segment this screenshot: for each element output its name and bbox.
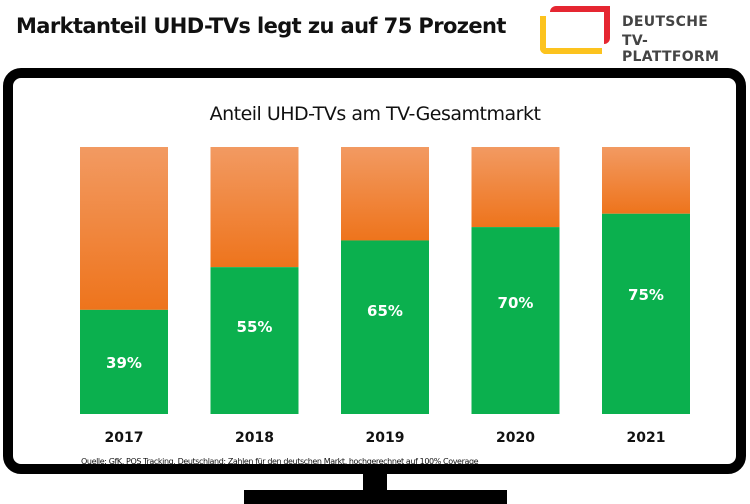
x-tick-label-2019: 2019 (366, 430, 405, 446)
bar-uhd-2018 (210, 267, 299, 414)
tv-frame (3, 68, 746, 474)
data-label-2018: 55% (237, 318, 273, 336)
source-note: Quelle: GfK, POS Tracking, Deutschland; … (81, 457, 479, 466)
data-label-2020: 70% (498, 294, 534, 312)
x-tick-label-2020: 2020 (496, 430, 535, 446)
bar-rest-2020 (471, 147, 560, 228)
logo-line-1: DEUTSCHE (622, 14, 709, 30)
x-tick-label-2021: 2021 (627, 430, 666, 446)
deutsche-tv-plattform-logo: DEUTSCHE TV-PLATTFORM (540, 6, 740, 65)
bar-uhd-2017 (80, 309, 168, 414)
chart-title: Anteil UHD-TVs am TV-Gesamtmarkt (209, 103, 541, 125)
bar-uhd-2019 (341, 240, 429, 414)
bar-rest-2018 (210, 147, 299, 268)
data-label-2021: 75% (628, 286, 664, 304)
bar-uhd-2021 (602, 213, 690, 414)
data-label-2019: 65% (367, 302, 403, 320)
x-tick-label-2017: 2017 (105, 430, 144, 446)
page-title: Marktanteil UHD-TVs legt zu auf 75 Proze… (16, 14, 506, 38)
bar-uhd-2020 (471, 227, 560, 414)
x-tick-label-2018: 2018 (235, 430, 274, 446)
tv-stand-neck (363, 474, 387, 492)
bar-rest-2019 (341, 147, 429, 241)
data-label-2017: 39% (106, 354, 142, 372)
bar-rest-2021 (602, 147, 690, 214)
tv-stand-base (244, 490, 507, 504)
logo-line-2: TV-PLATTFORM (622, 33, 720, 65)
bar-rest-2017 (80, 147, 168, 310)
